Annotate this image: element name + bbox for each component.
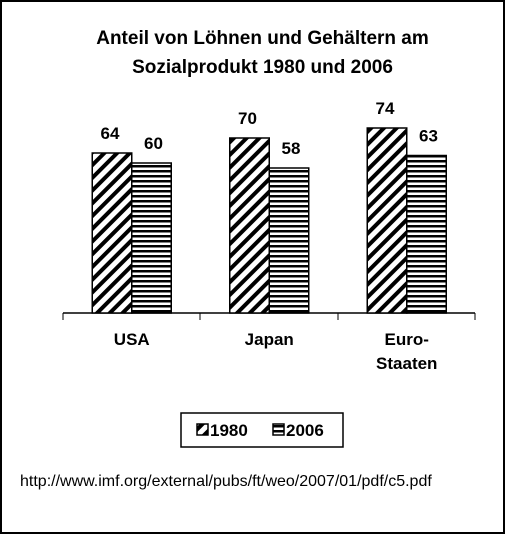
value-label: 63 <box>419 127 438 146</box>
bar <box>268 167 310 314</box>
value-label: 60 <box>144 134 163 153</box>
source: http://www.imf.org/external/pubs/ft/weo/… <box>20 473 432 490</box>
bar <box>229 137 270 314</box>
x-tick-label: Japan <box>244 330 294 349</box>
value-label: 58 <box>282 139 301 158</box>
legend-label: 2006 <box>286 421 324 440</box>
x-tick-label: Euro- Staaten <box>376 330 438 373</box>
legend-swatch <box>272 423 285 436</box>
value-label: 64 <box>101 124 120 143</box>
legend-swatch <box>196 423 209 436</box>
value-label: 70 <box>238 109 257 128</box>
value-label: 74 <box>376 99 395 118</box>
legend-label: 1980 <box>210 421 248 440</box>
bar <box>366 127 408 314</box>
bar <box>131 162 172 314</box>
chart-title: Anteil von Löhnen und Gehältern am Sozia… <box>96 28 429 78</box>
x-tick-label: USA <box>113 330 150 349</box>
bar <box>406 154 447 314</box>
bar <box>91 152 133 314</box>
